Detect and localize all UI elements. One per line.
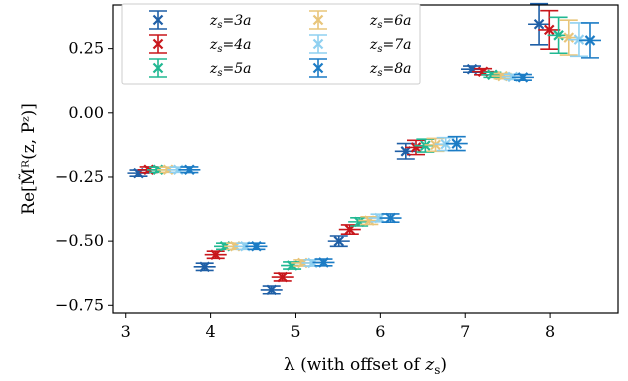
data-point bbox=[528, 2, 551, 46]
data-point bbox=[327, 235, 350, 248]
data-point bbox=[271, 271, 294, 283]
legend-label: zs=7a bbox=[369, 37, 412, 55]
data-point bbox=[193, 261, 216, 273]
data-point bbox=[178, 164, 201, 176]
y-tick-label: −0.75 bbox=[55, 295, 104, 314]
data-point bbox=[538, 9, 561, 50]
plot-layer bbox=[127, 2, 601, 296]
data-point bbox=[379, 212, 402, 224]
x-tick-label: 7 bbox=[460, 322, 470, 341]
legend-box bbox=[121, 3, 421, 85]
data-point bbox=[511, 72, 534, 83]
legend-entry: zs=7a bbox=[309, 34, 412, 55]
legend-label: zs=6a bbox=[369, 13, 412, 31]
data-point bbox=[445, 135, 468, 152]
y-tick-label: −0.25 bbox=[55, 167, 104, 186]
x-axis-label: λ (with offset of zs) bbox=[284, 355, 447, 377]
legend-label: zs=5a bbox=[209, 61, 252, 79]
legend-label: zs=3a bbox=[209, 13, 252, 31]
legend-label: zs=4a bbox=[209, 37, 252, 55]
x-tick-label: 6 bbox=[375, 322, 385, 341]
data-point bbox=[312, 257, 335, 268]
y-tick-label: −0.50 bbox=[55, 231, 104, 250]
data-point bbox=[260, 284, 283, 296]
x-tick-label: 4 bbox=[206, 322, 216, 341]
y-tick-label: 0.25 bbox=[68, 39, 104, 58]
legend-entry: zs=5a bbox=[149, 58, 252, 79]
legend-entry: zs=3a bbox=[149, 10, 252, 31]
x-tick-label: 3 bbox=[121, 322, 131, 341]
data-point bbox=[578, 22, 601, 59]
legend: zs=3a zs=4a zs=5a zs=6a zs=7a zs=8a bbox=[121, 3, 421, 85]
data-point bbox=[204, 249, 227, 261]
legend-label: zs=8a bbox=[369, 61, 412, 79]
data-point bbox=[245, 240, 268, 252]
series-8a bbox=[178, 22, 601, 268]
axes-layer: 3 4 5 6 7 8 0.25 0.00 −0.25 −0.50 −0.75 λ (with off… bbox=[19, 39, 555, 377]
legend-entry: zs=4a bbox=[149, 34, 252, 55]
x-tick-label: 8 bbox=[545, 322, 555, 341]
legend-entry: zs=6a bbox=[309, 10, 412, 31]
legend-entry: zs=8a bbox=[309, 58, 412, 79]
data-point bbox=[348, 216, 371, 228]
x-tick-label: 5 bbox=[290, 322, 300, 341]
y-tick-label: 0.00 bbox=[68, 103, 104, 122]
y-axis-label: Re[M̃ᴿ(z, Pᶻ)] bbox=[19, 103, 39, 215]
